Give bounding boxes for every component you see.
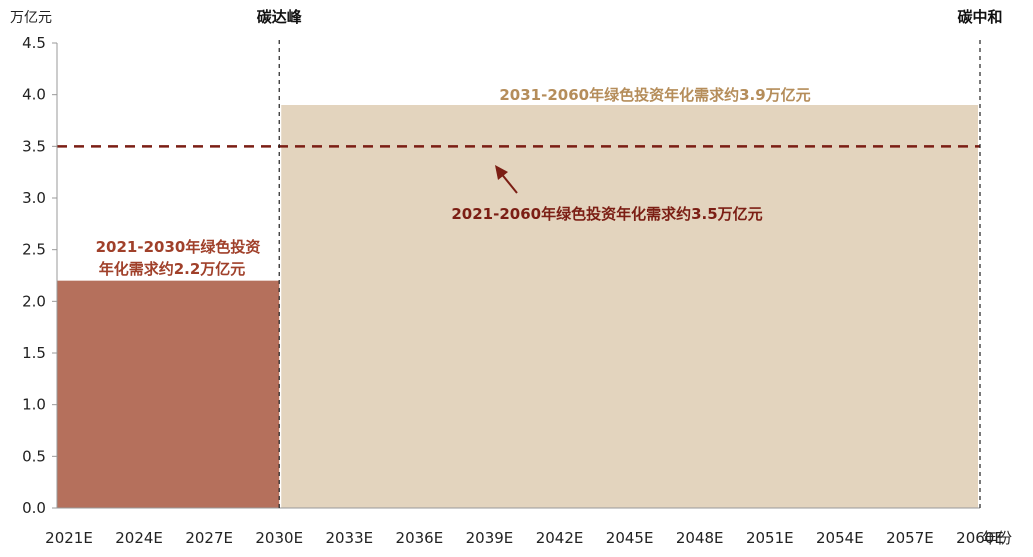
x-tick-label: 2054E	[816, 529, 864, 547]
x-tick-label: 2024E	[115, 529, 163, 547]
x-tick-label: 2021E	[45, 529, 93, 547]
x-tick-label: 2048E	[676, 529, 724, 547]
y-axis-unit-label: 万亿元	[10, 10, 52, 26]
y-tick-label: 0.0	[22, 499, 46, 517]
milestone-label: 碳达峰	[257, 8, 303, 26]
x-tick-label: 2042E	[536, 529, 584, 547]
bar-period-2	[281, 105, 978, 508]
y-tick-label: 3.5	[22, 137, 46, 155]
overall-annotation: 2021-2060年绿色投资年化需求约3.5万亿元	[451, 205, 762, 223]
y-tick-label: 4.5	[22, 34, 46, 52]
milestone-label: 碳中和	[957, 8, 1002, 26]
y-tick-label: 1.0	[22, 396, 46, 414]
x-tick-label: 2057E	[886, 529, 934, 547]
x-tick-label: 2060E	[956, 529, 1004, 547]
period2-annotation: 2031-2060年绿色投资年化需求约3.9万亿元	[499, 86, 810, 104]
x-tick-label: 2045E	[606, 529, 654, 547]
x-tick-label: 2030E	[255, 529, 303, 547]
y-tick-label: 2.0	[22, 292, 46, 310]
period1-annotation-line1: 2021-2030年绿色投资	[96, 238, 261, 256]
x-tick-label: 2033E	[325, 529, 373, 547]
x-tick-label: 2051E	[746, 529, 794, 547]
y-tick-label: 0.5	[22, 447, 46, 465]
bar-period-1	[57, 280, 280, 508]
y-tick-label: 1.5	[22, 344, 46, 362]
y-tick-label: 2.5	[22, 241, 46, 259]
x-axis-label: 年份	[982, 529, 1012, 547]
x-tick-label: 2027E	[185, 529, 233, 547]
period1-annotation-line2: 年化需求约2.2万亿元	[99, 260, 246, 278]
x-tick-label: 2036E	[396, 529, 444, 547]
y-tick-label: 4.0	[22, 86, 46, 104]
x-tick-label: 2039E	[466, 529, 514, 547]
y-tick-label: 3.0	[22, 189, 46, 207]
overall-annotation-arrowhead	[495, 165, 508, 180]
